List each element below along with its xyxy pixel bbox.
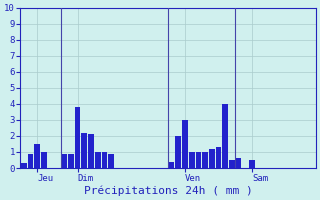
Bar — [169, 162, 174, 168]
Bar — [88, 134, 94, 168]
Bar — [95, 152, 100, 168]
Bar — [189, 152, 195, 168]
Bar — [75, 107, 80, 168]
Bar — [35, 144, 40, 168]
Bar — [209, 149, 215, 168]
Bar — [21, 163, 27, 168]
Bar — [202, 152, 208, 168]
Bar — [68, 154, 74, 168]
Bar — [108, 154, 114, 168]
Bar — [196, 152, 201, 168]
Bar — [216, 147, 221, 168]
Bar — [175, 136, 181, 168]
Bar — [249, 160, 255, 168]
Bar — [222, 104, 228, 168]
Bar — [61, 154, 67, 168]
Bar — [236, 158, 242, 168]
Bar — [229, 160, 235, 168]
Bar — [41, 152, 47, 168]
Bar — [101, 152, 107, 168]
X-axis label: Précipitations 24h ( mm ): Précipitations 24h ( mm ) — [84, 185, 252, 196]
Bar — [182, 120, 188, 168]
Bar — [28, 154, 33, 168]
Bar — [81, 133, 87, 168]
